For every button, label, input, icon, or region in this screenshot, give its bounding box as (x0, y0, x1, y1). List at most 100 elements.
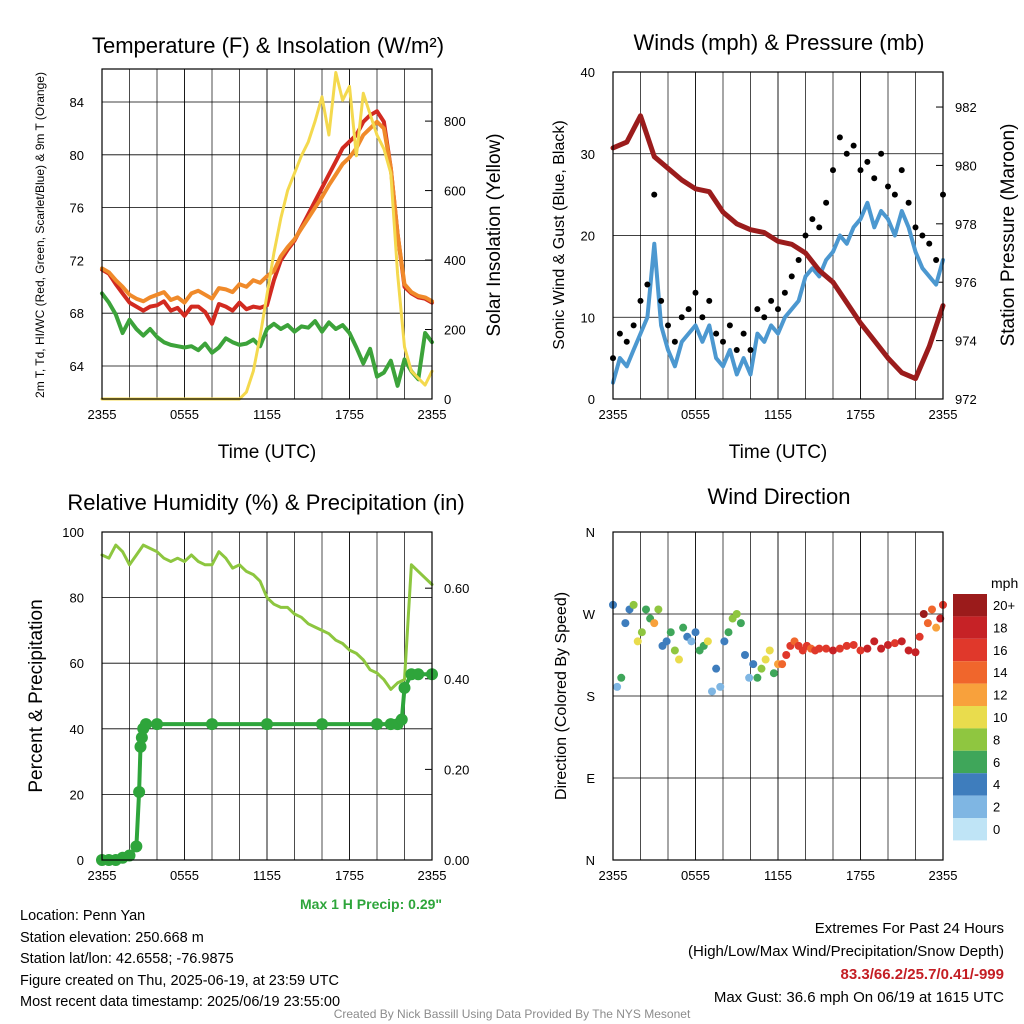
gust-point (637, 297, 644, 304)
wind-dir-point (863, 644, 872, 653)
precip-point (130, 840, 143, 853)
dir-ytick-label: S (586, 689, 595, 704)
station-pressure-line (610, 113, 946, 382)
gust-point (878, 150, 885, 157)
gust-point (692, 289, 699, 296)
colorbar-swatch (953, 616, 987, 639)
gust-point (823, 199, 830, 206)
colorbar-swatch (953, 773, 987, 796)
temp-xlabel: Time (UTC) (218, 442, 317, 463)
wind-y2tick-label: 978 (955, 217, 977, 232)
colorbar-swatch (953, 638, 987, 662)
wind-dir-point (613, 682, 622, 691)
gust-point (644, 281, 651, 288)
temp-y2tick-label: 600 (444, 184, 466, 199)
wind-xtick-label: 2355 (599, 407, 628, 422)
temp-xtick-label: 2355 (88, 407, 117, 422)
colorbar-label: 0 (993, 822, 1000, 837)
rh-ytick-label: 40 (70, 722, 84, 737)
station-info: Location: Penn Yan Station elevation: 25… (20, 906, 340, 1014)
wind-dir-point (637, 628, 646, 637)
gust-point (726, 322, 733, 329)
gust-point (843, 150, 850, 157)
wind-ytick-label: 0 (588, 392, 595, 407)
dir-xtick-label: 0555 (681, 868, 710, 883)
gust-point (713, 330, 720, 337)
gust-point (850, 142, 857, 149)
colorbar-swatch (953, 728, 987, 751)
gust-point (623, 338, 630, 345)
temp-ytick-label: 76 (70, 201, 84, 216)
wind-dir-point (732, 610, 741, 618)
gust-point (905, 199, 912, 206)
wind-dir-point (650, 619, 659, 628)
wind-ytick-label: 40 (581, 65, 595, 80)
temp-y2tick-label: 800 (444, 114, 466, 129)
wind-ytick-label: 30 (581, 147, 595, 162)
wind-dir-point (761, 655, 770, 664)
colorbar-swatch (953, 706, 987, 729)
rh-ylabel-left: Percent & Precipitation (26, 599, 47, 792)
temp-ytick-label: 68 (70, 306, 84, 321)
elevation-text: Station elevation: 250.668 m (20, 929, 204, 946)
extremes-values: 83.3/66.2/25.7/0.41/-999 (840, 966, 1004, 983)
colorbar-label: 18 (993, 620, 1007, 635)
dir-xtick-label: 2355 (599, 868, 628, 883)
wind-xtick-label: 0555 (681, 407, 710, 422)
gust-point (898, 167, 905, 174)
precip-point (371, 718, 383, 731)
temp-y2tick-label: 400 (444, 253, 466, 268)
wind-dir-point (890, 639, 899, 648)
wind-ylabel-right: Station Pressure (Maroon) (998, 124, 1019, 347)
colorbar-swatch (953, 661, 987, 684)
precip-point (151, 718, 163, 731)
rh-y2tick-label: 0.20 (444, 762, 469, 777)
wind-dir-point (662, 637, 671, 646)
wind-dir-point (919, 610, 928, 618)
gust-point (864, 158, 871, 165)
wind-dir-point (904, 646, 913, 655)
rh-ytick-label: 80 (70, 591, 84, 606)
gust-point (926, 240, 933, 247)
max-precip-note: Max 1 H Precip: 0.29" (300, 896, 443, 912)
wind-ytick-label: 20 (581, 229, 595, 244)
rh-title: Relative Humidity (%) & Precipitation (i… (67, 490, 464, 515)
relative-humidity-line (100, 543, 434, 691)
wind-dir-point (897, 637, 906, 646)
gust-point (933, 257, 940, 264)
wind-dir-point (822, 644, 831, 653)
rh-xtick-label: 0555 (170, 868, 199, 883)
colorbar-label: 10 (993, 710, 1007, 725)
wind-dir-point (617, 673, 626, 682)
rh-ytick-label: 20 (70, 787, 84, 802)
gust-point (733, 346, 740, 353)
sonic-wind-line (611, 200, 945, 385)
location-text: Location: Penn Yan (20, 908, 146, 924)
gust-point (671, 338, 678, 345)
colorbar-label: 20+ (993, 598, 1015, 613)
colorbar-label: 6 (993, 755, 1000, 770)
rh-ytick-label: 100 (62, 525, 84, 540)
wind-dir-point (932, 623, 941, 632)
temp-xtick-label: 1755 (335, 407, 364, 422)
gust-point (651, 191, 658, 198)
rh-xtick-label: 2355 (418, 868, 447, 883)
wind-dir-point (745, 673, 754, 682)
dir-xtick-label: 1755 (846, 868, 875, 883)
wind-dir-point (856, 646, 865, 655)
dir-ytick-label: N (586, 525, 595, 540)
rh-xtick-label: 1755 (335, 868, 364, 883)
wind-xlabel: Time (UTC) (729, 442, 828, 463)
wind-dir-point (829, 646, 837, 655)
gust-point (740, 330, 747, 337)
wind-dir-point (724, 628, 733, 637)
gust-point (775, 306, 781, 313)
wind-dir-point (877, 644, 886, 653)
gust-point (781, 289, 788, 296)
gust-point (802, 232, 809, 239)
gust-point (891, 191, 898, 198)
wind-dir-point (757, 664, 766, 673)
precip-point (135, 731, 148, 744)
gust-point (685, 306, 692, 313)
